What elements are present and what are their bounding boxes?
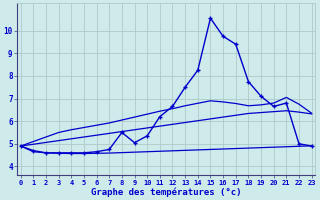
X-axis label: Graphe des températures (°c): Graphe des températures (°c) — [91, 187, 241, 197]
